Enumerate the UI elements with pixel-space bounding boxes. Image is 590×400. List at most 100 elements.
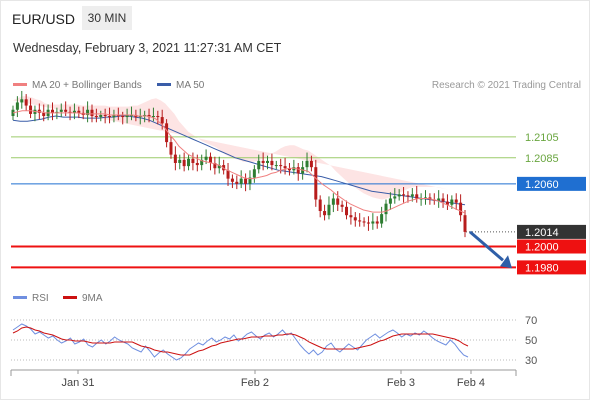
ma50-legend-label: MA 50 — [176, 80, 205, 91]
candle-body — [402, 194, 406, 196]
rsi-tick-50: 50 — [525, 335, 537, 347]
candle-body — [327, 204, 331, 216]
candle-body — [138, 116, 142, 118]
candle-body — [261, 160, 265, 163]
candle-body — [345, 206, 349, 216]
candle-body — [200, 159, 204, 166]
candle-body — [187, 158, 191, 167]
candle-body — [217, 165, 221, 169]
candle-body — [424, 197, 428, 199]
support-2-badge — [517, 260, 586, 275]
candle-body — [252, 169, 256, 178]
candle-body — [296, 167, 300, 174]
candle-body — [178, 159, 182, 163]
legend-rsi: RSI — [13, 293, 49, 304]
candle-body — [94, 116, 98, 118]
candle-body — [305, 160, 309, 168]
candle-body — [415, 194, 419, 199]
candle-body — [160, 117, 164, 124]
candle-body — [323, 211, 327, 216]
arrow-head — [500, 255, 512, 269]
last-price-label: 1.2014 — [525, 227, 559, 239]
candle-body — [393, 196, 397, 199]
candle-body — [24, 99, 28, 106]
candle-body — [454, 199, 458, 203]
candle-body — [121, 116, 125, 118]
candle-body — [410, 194, 414, 197]
candle-body — [86, 109, 90, 115]
legend-ma20: MA 20 + Bollinger Bands — [13, 80, 142, 91]
chart-timestamp: Wednesday, February 3, 2021 11:27:31 AM … — [13, 41, 282, 55]
pivot-badge — [517, 176, 586, 191]
candle-body — [68, 111, 72, 113]
candle-body — [340, 204, 344, 207]
pivot-label: 1.2060 — [525, 179, 559, 191]
legend-ma50: MA 50 — [157, 80, 204, 91]
candle-body — [257, 160, 261, 170]
candle-body — [266, 160, 270, 163]
9ma-legend-label: 9MA — [82, 293, 103, 304]
time-axis: Jan 31 Feb 2 Feb 3 Feb 4 — [10, 369, 517, 389]
candle-body — [90, 109, 94, 117]
candle-body — [99, 114, 103, 118]
symbol-label: EUR/USD — [12, 11, 76, 27]
candle-body — [244, 178, 248, 184]
candle-body — [77, 110, 81, 113]
candle-body — [182, 159, 186, 167]
candle-body — [279, 165, 283, 167]
candle-body — [151, 116, 155, 118]
9ma-swatch — [63, 295, 77, 299]
candle-body — [388, 198, 392, 204]
timeframe-button[interactable]: 30 MIN — [82, 6, 132, 30]
rsi-tick-70: 70 — [525, 315, 537, 327]
candle-body — [314, 167, 318, 200]
candle-body — [283, 166, 287, 169]
candle-body — [55, 111, 59, 113]
candle-body — [353, 217, 357, 221]
ma20-line — [12, 110, 466, 214]
candle-body — [270, 160, 274, 166]
candle-body — [208, 156, 212, 163]
support-1-badge — [517, 239, 586, 254]
candle-body — [349, 215, 353, 218]
projection-arrow — [469, 230, 512, 269]
candle-body — [213, 162, 217, 169]
time-tick-label: Feb 3 — [387, 377, 415, 389]
candle-body — [274, 165, 278, 167]
candle-body — [406, 195, 410, 197]
candle-body — [29, 105, 33, 114]
candle-body — [173, 154, 177, 163]
legend-9ma: 9MA — [63, 293, 103, 304]
candle-body — [191, 158, 195, 163]
ma20-polyline — [12, 110, 466, 214]
candle-body — [445, 201, 449, 205]
candle-body — [287, 168, 291, 171]
candle-body — [384, 203, 388, 215]
candle-body — [204, 156, 208, 160]
candle-body — [42, 112, 46, 117]
rsi-tick-30: 30 — [525, 355, 537, 367]
candle-body — [20, 99, 24, 103]
candle-body — [226, 170, 230, 179]
candle-body — [230, 178, 234, 182]
candles — [11, 90, 467, 238]
candle-body — [248, 177, 252, 184]
candle-body — [125, 114, 129, 118]
ma20-legend-label: MA 20 + Bollinger Bands — [32, 80, 142, 91]
candle-body — [156, 116, 160, 118]
candle-body — [437, 198, 441, 201]
candle-body — [441, 198, 445, 202]
candle-body — [72, 110, 76, 113]
candle-body — [318, 199, 322, 212]
candle-body — [463, 215, 467, 232]
candle-body — [50, 109, 54, 113]
last-price-badge — [517, 224, 586, 239]
candle-body — [103, 114, 107, 117]
candle-body — [195, 162, 199, 166]
ma50-polyline — [12, 115, 466, 206]
research-credit: Research © 2021 Trading Central — [431, 80, 581, 91]
candle-body — [375, 221, 379, 224]
candle-body — [59, 109, 63, 112]
rsi-series-rsi — [12, 323, 469, 361]
